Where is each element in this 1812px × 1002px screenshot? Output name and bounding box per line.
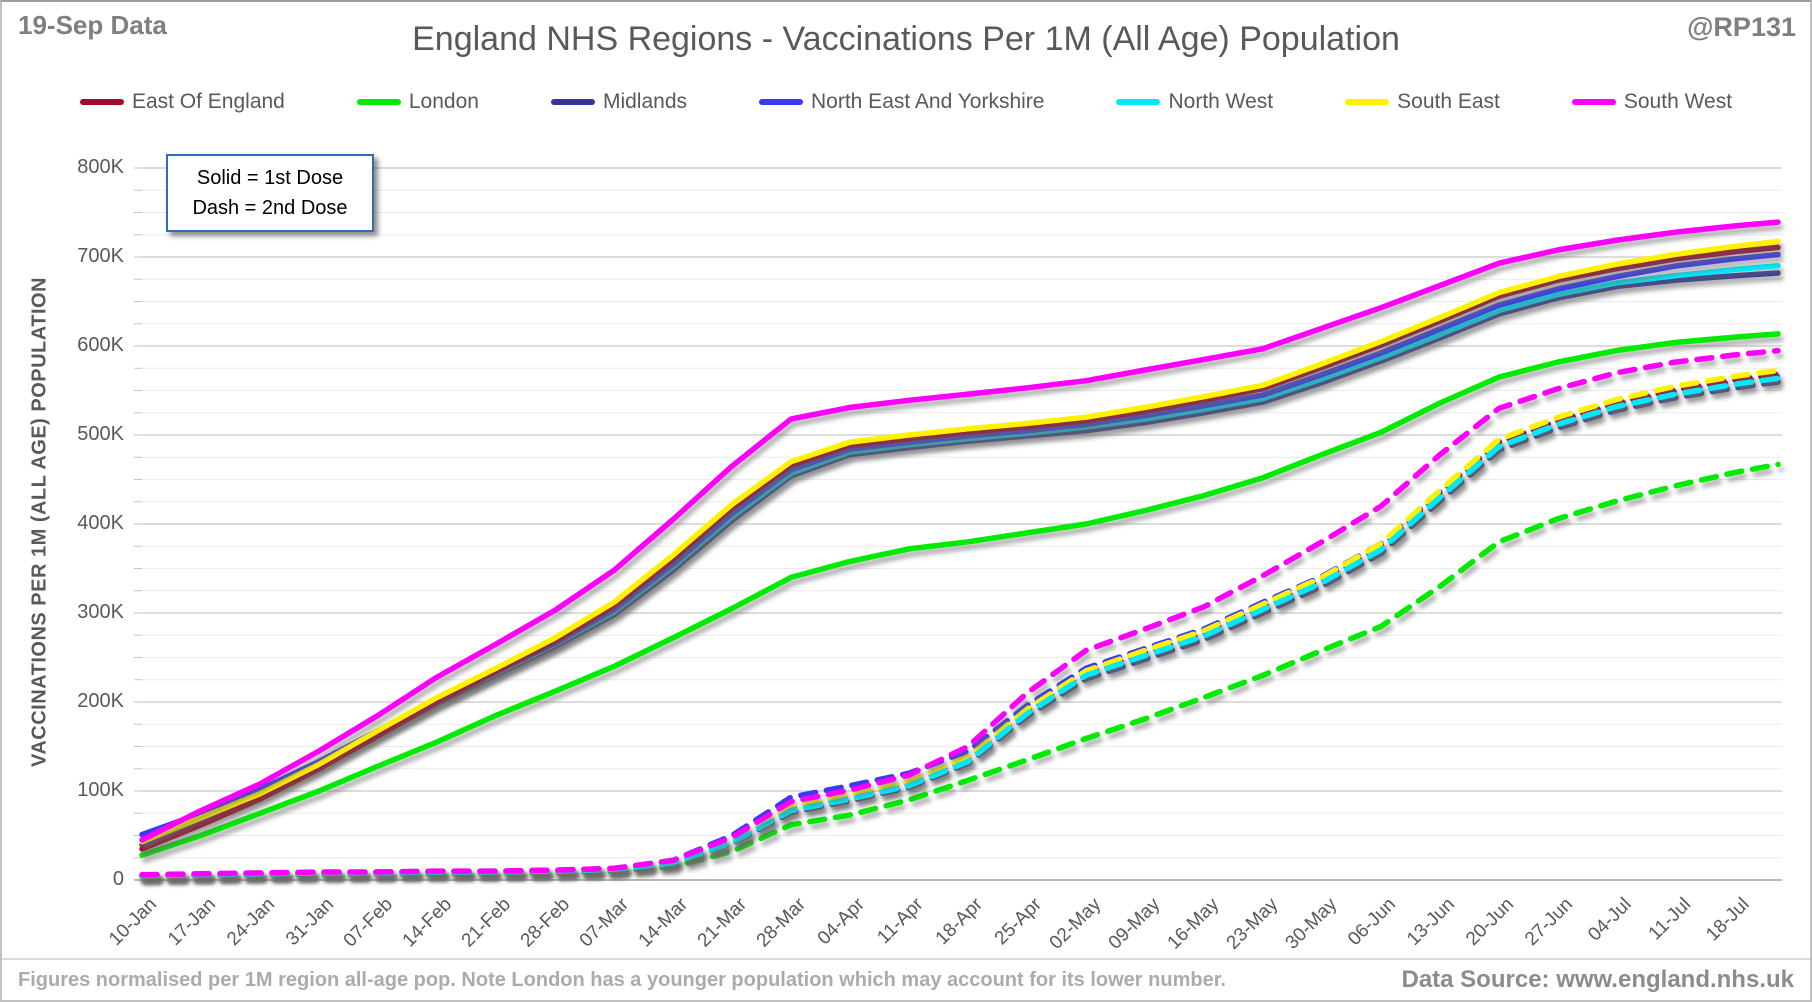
series-line-north-east-and-yorkshire-2nd-dose xyxy=(139,372,1781,879)
y-axis-tick-label: 700K xyxy=(77,245,124,267)
y-axis-tick-label: 800K xyxy=(77,156,124,178)
legend-swatch-icon xyxy=(1571,99,1616,105)
legend-item-east-of-england: East Of England xyxy=(79,90,285,114)
dose-style-note-box: Solid = 1st Dose Dash = 2nd Dose xyxy=(166,154,374,232)
series-line-midlands-2nd-dose xyxy=(139,379,1781,879)
y-axis-tick-label: 400K xyxy=(77,512,124,534)
data-date-note: 19-Sep Data xyxy=(18,10,167,40)
legend-swatch-icon xyxy=(1116,99,1161,105)
legend-item-north-west: North West xyxy=(1116,90,1273,114)
y-axis-tick-label: 300K xyxy=(77,601,124,623)
footer-note: Figures normalised per 1M region all-age… xyxy=(18,968,1226,991)
legend-item-north-east-and-yorkshire: North East And Yorkshire xyxy=(759,90,1044,114)
y-axis-tick-label: 200K xyxy=(77,690,124,712)
series-line-london-1st-dose xyxy=(139,331,1781,858)
series-line-south-east-1st-dose xyxy=(139,238,1781,845)
dose-note-line1: Solid = 1st Dose xyxy=(196,167,344,189)
author-handle: @RP131 xyxy=(1687,12,1796,42)
legend-item-south-east: South East xyxy=(1345,90,1500,114)
chart-title: England NHS Regions - Vaccinations Per 1… xyxy=(412,20,1400,58)
legend-item-south-west: South West xyxy=(1571,90,1733,114)
y-axis-tick-label: 600K xyxy=(77,334,124,356)
legend-label: London xyxy=(408,90,479,113)
series-line-south-west-1st-dose xyxy=(139,219,1781,843)
legend-swatch-icon xyxy=(550,99,595,105)
series-line-south-east-2nd-dose xyxy=(139,367,1781,879)
data-source: Data Source: www.england.nhs.uk xyxy=(1401,966,1794,993)
series-line-london-2nd-dose xyxy=(139,461,1781,880)
legend-label: South East xyxy=(1397,90,1500,113)
legend-item-midlands: Midlands xyxy=(550,90,687,114)
legend: East Of England London Midlands North East … xyxy=(62,90,1750,114)
dose-note-line2: Dash = 2nd Dose xyxy=(192,197,348,219)
legend-swatch-icon xyxy=(356,99,401,105)
legend-label: East Of England xyxy=(131,90,285,113)
y-axis-tick-label: 100K xyxy=(77,779,124,801)
legend-swatch-icon xyxy=(79,99,124,105)
legend-label: North East And Yorkshire xyxy=(811,90,1045,113)
series-line-east-of-england-1st-dose xyxy=(139,244,1781,852)
legend-swatch-icon xyxy=(759,99,803,105)
footer: Figures normalised per 1M region all-age… xyxy=(2,958,1810,1000)
legend-swatch-icon xyxy=(1345,99,1390,105)
legend-label: North West xyxy=(1168,90,1274,113)
series-line-east-of-england-2nd-dose xyxy=(139,371,1781,879)
series-line-north-west-2nd-dose xyxy=(139,375,1781,879)
legend-item-london: London xyxy=(356,90,479,114)
y-axis-tick-label: 500K xyxy=(77,423,124,445)
legend-label: Midlands xyxy=(602,90,687,113)
y-axis-title: VACCINATIONS PER 1M (ALL AGE) POPULATION xyxy=(28,276,51,768)
series-line-south-west-2nd-dose xyxy=(139,347,1781,878)
legend-label: South West xyxy=(1623,90,1733,113)
y-axis-tick-label: 0 xyxy=(112,868,124,890)
